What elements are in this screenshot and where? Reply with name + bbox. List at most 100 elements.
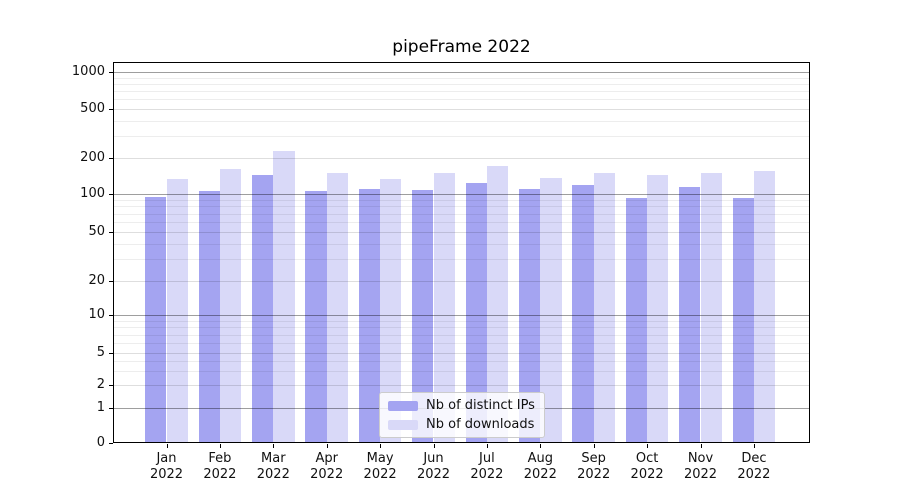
gridline-minor bbox=[114, 91, 809, 93]
gridline-minor bbox=[114, 320, 809, 322]
bar-downloads-feb bbox=[219, 168, 242, 443]
x-tick-mark bbox=[486, 444, 488, 448]
y-tick-label-10: 10 bbox=[88, 307, 105, 322]
bar-distinct-ips-jun bbox=[412, 190, 434, 443]
y-tick-mark bbox=[109, 232, 113, 233]
x-label-month: Jun bbox=[423, 451, 444, 466]
bar-downloads-apr bbox=[326, 172, 349, 443]
gridline-minor bbox=[114, 222, 809, 223]
x-label-month: Dec bbox=[741, 451, 767, 466]
y-tick-label-50: 50 bbox=[88, 224, 105, 239]
bar-downloads-sep bbox=[593, 172, 616, 443]
gridline-5 bbox=[114, 353, 809, 354]
x-label-year: 2022 bbox=[630, 467, 664, 482]
x-tick-label-mar: Mar 2022 bbox=[241, 451, 305, 483]
bar-downloads-aug bbox=[540, 178, 562, 443]
x-label-month: Jan bbox=[156, 451, 177, 466]
gridline-minor bbox=[114, 199, 809, 201]
y-tick-mark bbox=[109, 194, 113, 195]
bar-downloads-oct bbox=[647, 174, 669, 443]
x-tick-label-jun: Jun 2022 bbox=[402, 451, 466, 483]
legend-entry-distinct-ips: Nb of distinct IPs bbox=[388, 398, 535, 413]
x-label-month: Mar bbox=[261, 451, 286, 466]
bar-distinct-ips-may bbox=[358, 189, 381, 443]
legend-entry-downloads: Nb of downloads bbox=[388, 417, 535, 432]
y-tick-label-100: 100 bbox=[80, 186, 105, 201]
bar-distinct-ips-jul bbox=[465, 183, 487, 443]
y-tick-mark bbox=[109, 281, 113, 282]
x-label-year: 2022 bbox=[683, 467, 718, 482]
legend-label-distinct-ips: Nb of distinct IPs bbox=[426, 398, 535, 413]
gridline-100 bbox=[114, 194, 809, 195]
x-label-year: 2022 bbox=[203, 467, 237, 482]
bar-downloads-nov bbox=[700, 172, 722, 443]
x-tick-label-nov: Nov 2022 bbox=[669, 451, 733, 483]
gridline-minor bbox=[114, 83, 809, 85]
x-label-year: 2022 bbox=[363, 467, 397, 482]
bar-distinct-ips-nov bbox=[679, 186, 701, 443]
y-tick-mark bbox=[109, 443, 113, 444]
gridline-minor bbox=[114, 213, 809, 215]
x-label-year: 2022 bbox=[149, 467, 184, 482]
x-label-month: Feb bbox=[208, 451, 232, 466]
legend-label-downloads: Nb of downloads bbox=[426, 417, 535, 432]
bar-downloads-dec bbox=[753, 170, 776, 443]
x-tick-label-aug: Aug 2022 bbox=[508, 451, 572, 483]
x-label-month: May bbox=[366, 451, 394, 466]
x-tick-label-dec: Dec 2022 bbox=[722, 451, 786, 483]
chart-title: pipeFrame 2022 bbox=[392, 37, 531, 57]
x-label-month: Sep bbox=[581, 451, 606, 466]
gridline-500 bbox=[114, 109, 809, 110]
legend-swatch-downloads-icon bbox=[388, 419, 418, 430]
gridline-2 bbox=[114, 385, 809, 386]
x-label-year: 2022 bbox=[577, 467, 611, 482]
bar-downloads-may bbox=[380, 178, 402, 443]
x-tick-mark bbox=[593, 444, 595, 448]
y-tick-label-5: 5 bbox=[96, 345, 105, 360]
bar-distinct-ips-apr bbox=[305, 190, 327, 443]
y-tick-mark bbox=[109, 353, 113, 354]
gridline-minor bbox=[114, 136, 809, 138]
gridline-minor bbox=[114, 259, 809, 261]
legend: Nb of distinct IPs Nb of downloads bbox=[379, 392, 545, 438]
y-tick-mark bbox=[109, 158, 113, 159]
x-tick-mark bbox=[433, 444, 435, 448]
x-tick-label-feb: Feb 2022 bbox=[188, 451, 252, 483]
x-tick-label-sep: Sep 2022 bbox=[562, 451, 626, 483]
y-tick-mark bbox=[109, 315, 113, 316]
x-tick-label-apr: Apr 2022 bbox=[295, 451, 359, 483]
bar-distinct-ips-feb bbox=[198, 190, 220, 443]
bar-downloads-mar bbox=[273, 150, 295, 443]
y-tick-mark bbox=[109, 408, 113, 409]
x-label-month: Jul bbox=[479, 451, 495, 466]
bar-distinct-ips-jan bbox=[145, 196, 167, 443]
x-tick-mark bbox=[647, 444, 649, 448]
gridline-minor bbox=[114, 206, 809, 208]
x-tick-label-oct: Oct 2022 bbox=[615, 451, 679, 483]
x-label-month: Oct bbox=[635, 451, 659, 466]
bar-distinct-ips-oct bbox=[625, 197, 648, 443]
legend-swatch-distinct-ips-icon bbox=[388, 400, 418, 411]
y-tick-label-0: 0 bbox=[96, 435, 105, 450]
x-label-year: 2022 bbox=[737, 467, 771, 482]
gridline-minor bbox=[114, 360, 809, 362]
y-tick-label-1000: 1000 bbox=[71, 64, 105, 79]
x-tick-mark bbox=[166, 444, 168, 448]
y-tick-mark bbox=[109, 109, 113, 110]
gridline-minor bbox=[114, 327, 809, 329]
bar-downloads-jul bbox=[486, 166, 509, 443]
gridline-minor bbox=[114, 99, 809, 101]
gridline-10 bbox=[114, 315, 809, 316]
gridline-minor bbox=[114, 343, 809, 344]
y-tick-label-1: 1 bbox=[96, 400, 105, 415]
bar-distinct-ips-dec bbox=[732, 197, 754, 443]
y-tick-label-500: 500 bbox=[80, 101, 105, 116]
gridline-50 bbox=[114, 232, 809, 233]
x-tick-mark bbox=[326, 444, 328, 448]
x-label-month: Apr bbox=[315, 451, 338, 466]
x-tick-mark bbox=[273, 444, 275, 448]
bar-distinct-ips-sep bbox=[572, 185, 594, 443]
x-tick-label-may: May 2022 bbox=[348, 451, 412, 483]
y-tick-label-20: 20 bbox=[88, 273, 105, 288]
